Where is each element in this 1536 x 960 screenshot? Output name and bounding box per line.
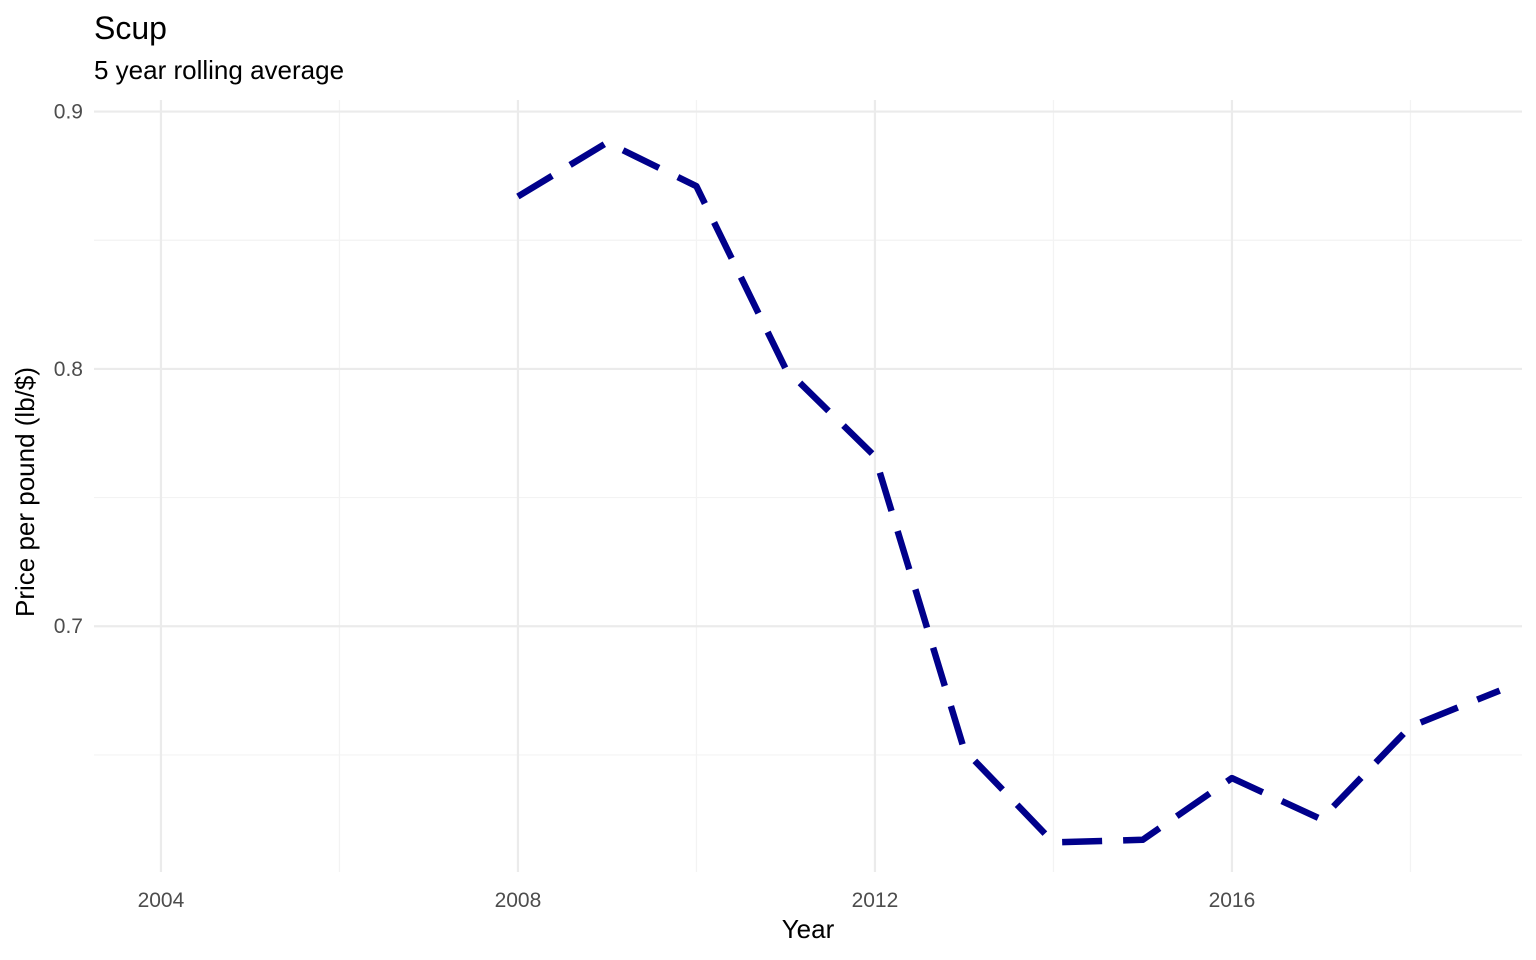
x-tick-label: 2016: [1209, 889, 1256, 912]
minor-gridlines: [94, 100, 1522, 872]
y-tick-label: 0.8: [54, 358, 83, 381]
y-tick-label: 0.9: [54, 101, 83, 124]
y-axis-ticks: 0.7 0.8 0.9: [54, 101, 83, 639]
major-gridlines: [94, 100, 1522, 872]
series-layer: [516, 139, 1501, 846]
x-tick-label: 2008: [495, 889, 542, 912]
x-axis-ticks: 2004 2008 2012 2016: [138, 889, 1256, 912]
x-tick-label: 2004: [138, 889, 185, 912]
x-tick-label: 2012: [852, 889, 899, 912]
chart-subtitle: 5 year rolling average: [94, 55, 344, 85]
x-axis-title: Year: [782, 914, 835, 944]
y-tick-label: 0.7: [54, 615, 83, 638]
chart-title: Scup: [94, 10, 167, 46]
y-axis-title: Price per pound (lb/$): [10, 367, 40, 617]
series-line: [516, 139, 1501, 846]
